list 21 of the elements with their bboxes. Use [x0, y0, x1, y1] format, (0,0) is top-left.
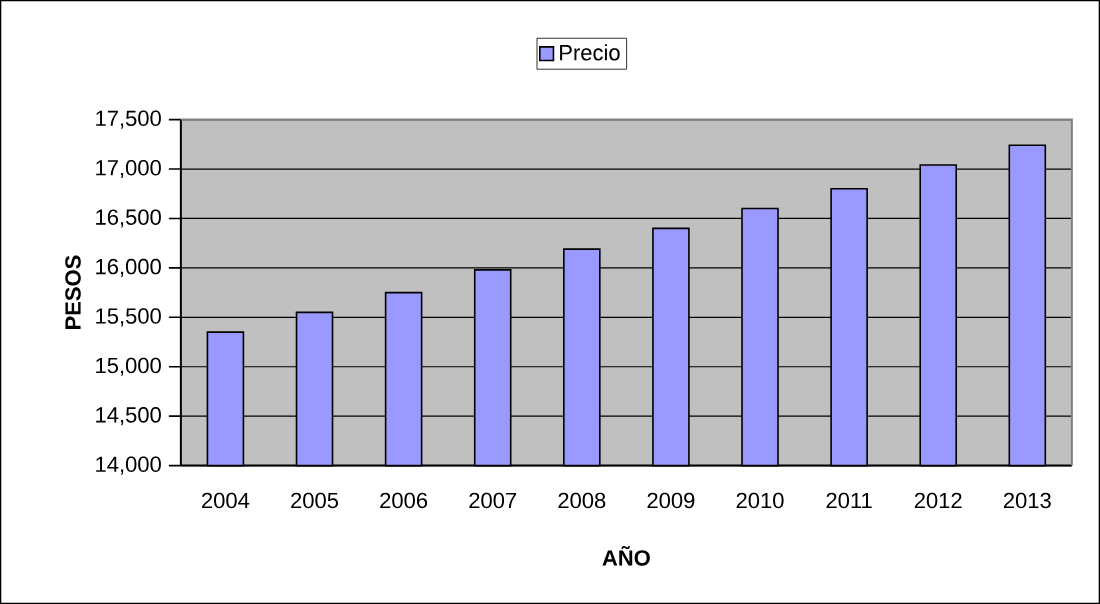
y-tick-label: 15,500 [96, 308, 161, 327]
y-tick-label: 14,000 [96, 456, 161, 475]
x-tick-label: 2004 [202, 492, 250, 509]
y-tick-label: 14,500 [96, 407, 161, 426]
x-tick-label: 2011 [826, 492, 872, 509]
y-tick-label: 15,000 [96, 357, 161, 376]
x-tick-label: 2005 [291, 492, 339, 509]
x-tick-label: 2008 [558, 492, 606, 509]
x-tick-label: 2013 [1003, 492, 1051, 509]
y-tick-label: 16,500 [96, 209, 161, 228]
y-tick-label: 17,000 [96, 159, 161, 179]
legend-label: Precio [560, 44, 620, 61]
x-axis-title: AÑO [602, 545, 650, 566]
x-tick-label: 2010 [736, 492, 784, 509]
x-tick-label: 2007 [469, 492, 517, 509]
y-tick-label: 16,000 [96, 258, 161, 277]
y-tick-label: 17,500 [96, 110, 161, 129]
x-tick-label: 2009 [647, 492, 695, 509]
x-tick-label: 2006 [380, 492, 428, 509]
x-tick-label: 2012 [914, 492, 962, 509]
y-axis-title: PESOS [65, 255, 81, 330]
